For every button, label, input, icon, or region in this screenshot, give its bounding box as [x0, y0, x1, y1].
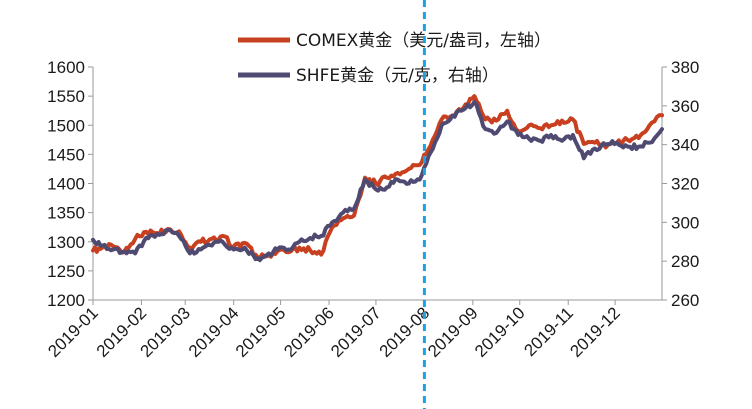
left-y-tick-label: 1450	[47, 145, 85, 164]
right-y-tick-label: 260	[671, 291, 699, 310]
right-y-tick-label: 300	[671, 213, 699, 232]
left-y-tick-label: 1400	[47, 175, 85, 194]
left-y-tick-label: 1600	[47, 58, 85, 77]
left-y-tick-label: 1350	[47, 204, 85, 223]
x-tick-label: 2019-11	[520, 303, 577, 360]
x-tick-label: 2019-12	[566, 303, 624, 361]
x-tick-label: 2019-01	[44, 303, 102, 361]
right-y-tick-label: 380	[671, 58, 699, 77]
left-y-tick-label: 1550	[47, 87, 85, 106]
right-y-tick-label: 320	[671, 175, 699, 194]
legend: COMEX黄金（美元/盎司，左轴）SHFE黄金（元/克，右轴）	[238, 31, 551, 86]
right-y-tick-label: 360	[671, 97, 699, 116]
series-layer	[91, 94, 664, 263]
x-tick-label: 2019-05	[232, 303, 290, 361]
x-tick-label: 2019-07	[327, 303, 385, 361]
series-line-shfe	[91, 100, 664, 263]
x-tick-label: 2019-06	[280, 303, 338, 361]
left-y-tick-label: 1500	[47, 116, 85, 135]
left-y-tick-label: 1300	[47, 233, 85, 252]
legend-label-shfe: SHFE黄金（元/克，右轴）	[296, 66, 499, 86]
x-tick-label: 2019-04	[185, 303, 243, 361]
left-y-tick-label: 1250	[47, 262, 85, 281]
x-tick-label: 2019-09	[424, 303, 482, 361]
axes: 1200 1250 1300 1350 1400 1450 1500 1550 1600 260 2…	[44, 58, 699, 361]
x-tick-label: 2019-10	[471, 303, 529, 361]
left-y-tick-label: 1200	[47, 291, 85, 310]
right-y-tick-label: 340	[671, 136, 699, 155]
right-y-tick-label: 280	[671, 252, 699, 271]
